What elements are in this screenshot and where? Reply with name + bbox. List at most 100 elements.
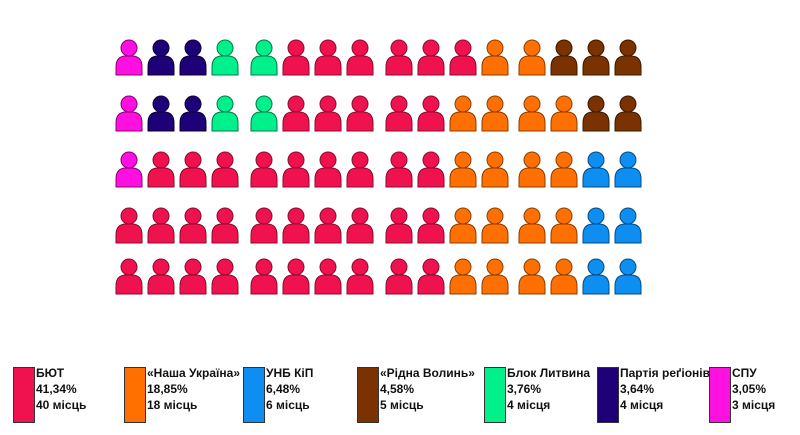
seat-byut	[250, 151, 278, 188]
seat-head	[555, 95, 573, 113]
seat-head	[351, 39, 369, 57]
seat-byut	[282, 258, 310, 295]
legend-name: УНБ КіП	[266, 366, 314, 380]
seat-byut	[282, 39, 310, 76]
seat-head	[619, 95, 637, 113]
seat-head	[486, 258, 504, 276]
seat-byut	[282, 207, 310, 244]
seat-byut	[346, 258, 374, 295]
seat-head	[120, 258, 138, 276]
legend-percent: 3,64%	[620, 382, 655, 396]
legend-swatch	[124, 367, 146, 423]
seat-head	[454, 207, 472, 225]
seat-byut	[314, 39, 342, 76]
seat-body	[179, 167, 207, 188]
seat-unb	[582, 258, 610, 295]
seat-body	[179, 111, 207, 132]
legend-percent: 3,05%	[732, 382, 767, 396]
seat-lytvyn	[250, 39, 278, 76]
seat-head	[216, 151, 234, 169]
seat-head	[454, 39, 472, 57]
seat-pr	[147, 39, 175, 76]
seat-head	[587, 207, 605, 225]
legend-swatch	[243, 367, 265, 423]
seat-nu	[449, 258, 477, 295]
seat-head	[523, 95, 541, 113]
legend-name: СПУ	[732, 366, 757, 380]
seat-byut	[449, 39, 477, 76]
seat-head	[184, 207, 202, 225]
seat-body	[179, 274, 207, 295]
seat-head	[216, 258, 234, 276]
seat-head	[216, 39, 234, 57]
seat-pr	[179, 95, 207, 132]
seat-byut	[179, 151, 207, 188]
seat-byut	[417, 39, 445, 76]
seat-byut	[385, 39, 413, 76]
seat-nu	[481, 151, 509, 188]
seat-pr	[179, 39, 207, 76]
seat-byut	[115, 207, 143, 244]
seat-body	[481, 223, 509, 244]
seat-head	[120, 151, 138, 169]
seat-body	[179, 223, 207, 244]
seat-body	[250, 55, 278, 76]
seat-byut	[211, 151, 239, 188]
seat-body	[385, 111, 413, 132]
seat-byut	[417, 258, 445, 295]
seat-body	[582, 55, 610, 76]
seat-body	[417, 167, 445, 188]
seat-head	[287, 151, 305, 169]
seat-head	[184, 151, 202, 169]
seat-spu	[115, 151, 143, 188]
seat-body	[550, 274, 578, 295]
seat-byut	[346, 151, 374, 188]
legend-swatch	[597, 367, 619, 423]
seat-nu	[481, 95, 509, 132]
seat-unb	[614, 207, 642, 244]
seat-body	[449, 111, 477, 132]
legend-text: СПУ 3,05% 3 місця	[732, 365, 775, 413]
seat-body	[147, 167, 175, 188]
seat-head	[523, 207, 541, 225]
seat-head	[555, 258, 573, 276]
seat-nu	[481, 39, 509, 76]
seat-body	[211, 223, 239, 244]
seat-body	[346, 223, 374, 244]
legend-name: Партія реґіонів	[620, 366, 711, 380]
seat-body	[115, 167, 143, 188]
seat-nu	[449, 95, 477, 132]
seat-pr	[147, 95, 175, 132]
seat-head	[351, 95, 369, 113]
seat-body	[250, 223, 278, 244]
seat-head	[184, 39, 202, 57]
seat-byut	[385, 151, 413, 188]
seat-body	[282, 274, 310, 295]
seat-nu	[518, 95, 546, 132]
seat-nu	[449, 151, 477, 188]
seat-head	[152, 207, 170, 225]
seat-head	[319, 207, 337, 225]
seat-byut	[211, 258, 239, 295]
seat-head	[422, 39, 440, 57]
seat-body	[417, 274, 445, 295]
seat-body	[614, 111, 642, 132]
seat-rv	[582, 95, 610, 132]
seat-head	[351, 151, 369, 169]
seat-nu	[518, 207, 546, 244]
seat-head	[587, 151, 605, 169]
legend-text: «Рідна Волинь» 4,58% 5 місць	[380, 365, 475, 413]
seat-head	[555, 151, 573, 169]
seat-head	[255, 207, 273, 225]
seat-nu	[481, 258, 509, 295]
seat-body	[449, 223, 477, 244]
seat-head	[255, 258, 273, 276]
seat-body	[385, 55, 413, 76]
seat-body	[518, 55, 546, 76]
seat-head	[184, 258, 202, 276]
seat-head	[454, 151, 472, 169]
seat-body	[550, 167, 578, 188]
seat-byut	[314, 207, 342, 244]
seat-head	[619, 258, 637, 276]
seat-body	[582, 274, 610, 295]
